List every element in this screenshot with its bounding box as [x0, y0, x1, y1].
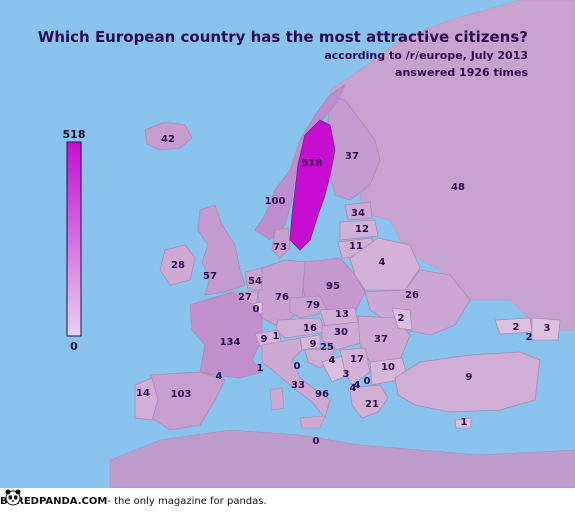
value-montenegro: 3 [343, 369, 350, 380]
value-italy-south: 96 [315, 389, 329, 400]
country-sweden [289, 119, 336, 251]
legend-min-label: 0 [70, 340, 78, 353]
answered-count: answered 1926 times [395, 66, 528, 79]
value-armenia: 2 [526, 332, 533, 343]
value-bulgaria: 10 [381, 362, 395, 373]
value-iceland: 42 [161, 134, 175, 145]
value-czech: 79 [306, 300, 320, 311]
footer-tagline: - the only magazine for pandas. [107, 495, 267, 507]
value-spain: 103 [171, 389, 192, 400]
value-ukraine: 26 [405, 290, 419, 301]
value-portugal: 14 [136, 388, 150, 399]
country-hungary [321, 321, 366, 351]
country-netherlands [244, 267, 263, 291]
value-switzerland: 9 [261, 334, 268, 345]
country-turkey [394, 351, 541, 413]
value-norway: 100 [265, 196, 286, 207]
value-italy: 33 [291, 380, 305, 391]
value-germany: 76 [275, 292, 289, 303]
value-slovenia: 9 [310, 339, 317, 350]
value-azerbaijan: 3 [544, 323, 551, 334]
country-france [189, 291, 263, 379]
value-moldova: 2 [398, 313, 405, 324]
country-czech [289, 295, 329, 319]
value-georgia: 2 [513, 322, 520, 333]
island-sicily [299, 415, 326, 429]
value-slovakia: 13 [335, 309, 349, 320]
country-austria [275, 317, 326, 339]
value-estonia: 34 [351, 208, 365, 219]
value-belgium: 27 [238, 292, 252, 303]
value-greece: 21 [365, 399, 379, 410]
country-greece [349, 384, 389, 419]
value-bosnia: 4 [329, 355, 336, 366]
country-serbia [339, 347, 371, 386]
value-andorra: 4 [216, 371, 223, 382]
value-serbia: 17 [350, 354, 364, 365]
value-latvia: 12 [355, 224, 369, 235]
country-uk [197, 204, 246, 296]
value-san-marino: 0 [294, 361, 301, 372]
value-belarus: 4 [379, 257, 386, 268]
value-croatia: 25 [320, 342, 334, 353]
map-subtitle: according to /r/europe, July 2013 [324, 49, 528, 62]
country-azerbaijan [531, 317, 561, 341]
value-sweden: 518 [302, 158, 323, 169]
value-russia: 48 [451, 182, 465, 193]
value-kosovo: 4 [354, 380, 361, 391]
panda-logo-icon [5, 489, 21, 506]
value-albania: 4 [350, 383, 357, 394]
value-denmark: 73 [273, 242, 287, 253]
value-finland: 37 [345, 151, 359, 162]
value-austria: 16 [303, 323, 317, 334]
value-malta: 0 [313, 436, 320, 447]
country-moldova [391, 307, 413, 331]
country-latvia [339, 219, 379, 241]
value-liechtenstein: 1 [273, 331, 280, 342]
footer-brand-link[interactable]: BOREDPANDA.COM [0, 495, 108, 507]
north-africa [109, 429, 575, 488]
map-title: Which European country has the most attr… [38, 28, 528, 46]
country-denmark [271, 227, 291, 259]
country-estonia [344, 201, 373, 221]
legend-max-label: 518 [63, 128, 86, 141]
value-ireland: 28 [171, 260, 185, 271]
legend-bar [66, 141, 82, 337]
value-poland: 95 [326, 281, 340, 292]
value-lithuania: 11 [349, 241, 363, 252]
value-cyprus: 1 [461, 417, 468, 428]
country-portugal [134, 377, 159, 421]
country-iceland [144, 121, 193, 151]
value-netherlands: 54 [248, 276, 262, 287]
country-cyprus [454, 417, 473, 429]
country-slovenia [299, 334, 321, 351]
value-romania: 37 [374, 334, 388, 345]
value-uk: 57 [203, 271, 217, 282]
country-ireland [159, 244, 196, 286]
value-luxembourg: 0 [253, 304, 260, 315]
value-hungary: 30 [334, 327, 348, 338]
footer-bar: BOREDPANDA.COM - the only magazine for p… [0, 488, 575, 514]
value-monaco: 1 [257, 363, 264, 374]
europe-map: Which European country has the most attr… [37, 0, 575, 488]
value-france: 134 [220, 337, 241, 348]
value-macedonia: 0 [364, 376, 371, 387]
island-sardinia [269, 387, 285, 411]
value-turkey: 9 [466, 372, 473, 383]
